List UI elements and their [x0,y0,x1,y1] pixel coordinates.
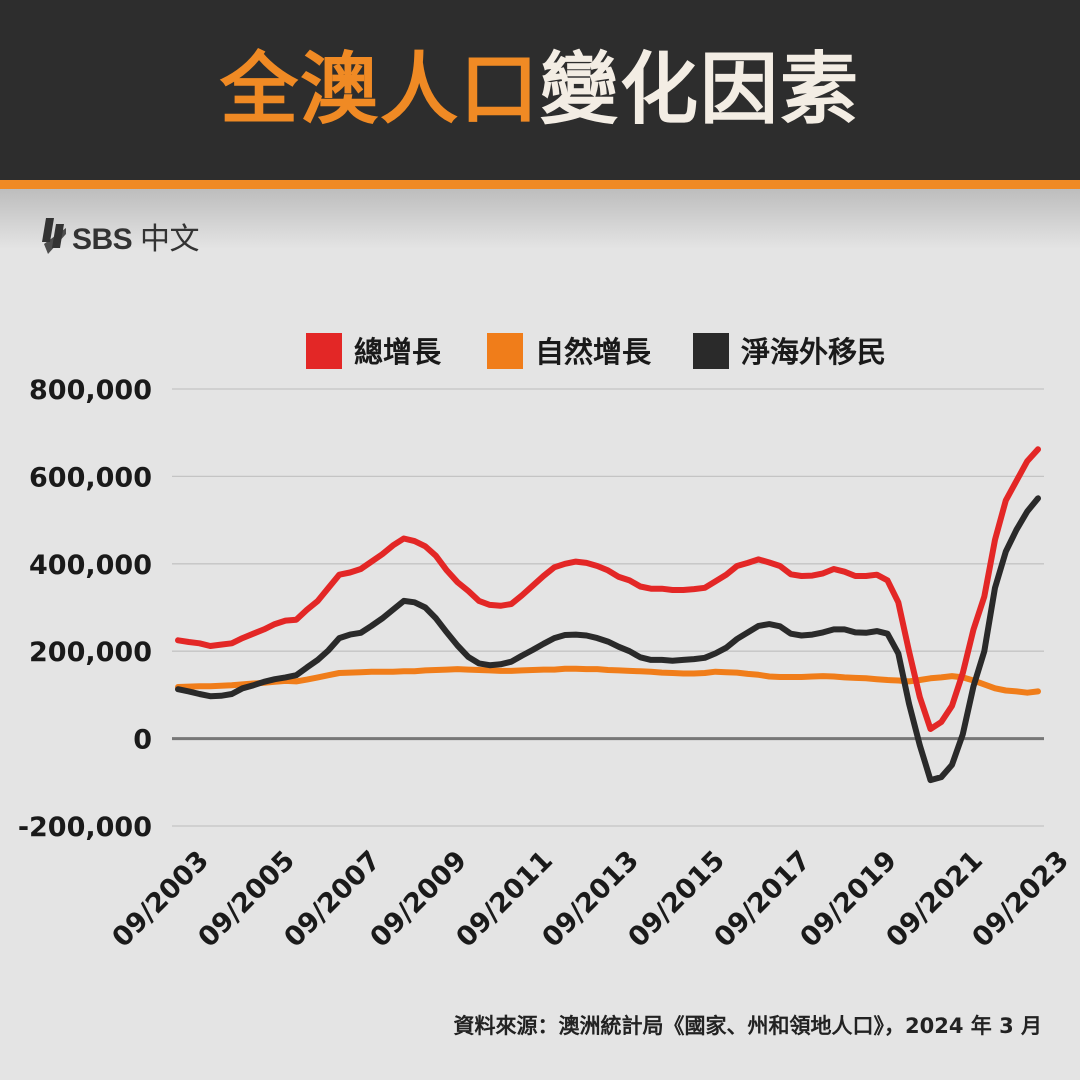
y-tick-label: 0 [133,725,152,756]
chart-y-axis: 800,000 600,000 400,000 200,000 0 -200,000 [18,375,152,843]
legend-item-total-growth: 總增長 [306,333,442,369]
page-title: 全澳人口變化因素 [220,51,860,129]
header-banner: 全澳人口變化因素 [0,0,1080,180]
header-shadow [0,189,1080,249]
page-title-part-1: 全澳人口 [219,45,540,135]
legend-swatch [487,333,523,369]
net-overseas-migration-line [175,495,1041,784]
page-title-part-2: 變化因素 [540,45,861,135]
legend-item-net-overseas-migration: 淨海外移民 [693,333,886,369]
header-divider [0,180,1080,189]
chart-x-axis: 09/200309/200509/200709/200909/201109/20… [106,845,1075,954]
legend-label: 總增長 [354,335,442,369]
chart-legend: 總增長 自然增長 淨海外移民 [306,333,886,369]
y-tick-label: 600,000 [29,462,152,493]
logo-brand: SBS [72,223,133,256]
y-tick-label: 800,000 [29,375,152,406]
chart-series [175,446,1041,784]
logo-suffix: 中文 [140,223,200,256]
y-tick-label: -200,000 [18,812,152,843]
legend-swatch [306,333,342,369]
logo-wordmark: SBS 中文 [72,214,200,258]
natural-increase-line [175,665,1041,696]
source-note: 資料來源：澳洲統計局《國家、州和領地人口》，2024 年 3 月 [453,1014,1043,1038]
legend-label: 自然增長 [535,335,652,369]
legend-label: 淨海外移民 [741,335,886,369]
y-tick-label: 200,000 [29,637,152,668]
chart-gridlines [172,388,1044,827]
total-growth-line [175,446,1041,732]
sbs-logo-icon [42,218,66,254]
legend-swatch [693,333,729,369]
sbs-logo: SBS 中文 [40,214,200,258]
y-tick-label: 400,000 [29,550,152,581]
legend-item-natural-increase: 自然增長 [487,333,652,369]
